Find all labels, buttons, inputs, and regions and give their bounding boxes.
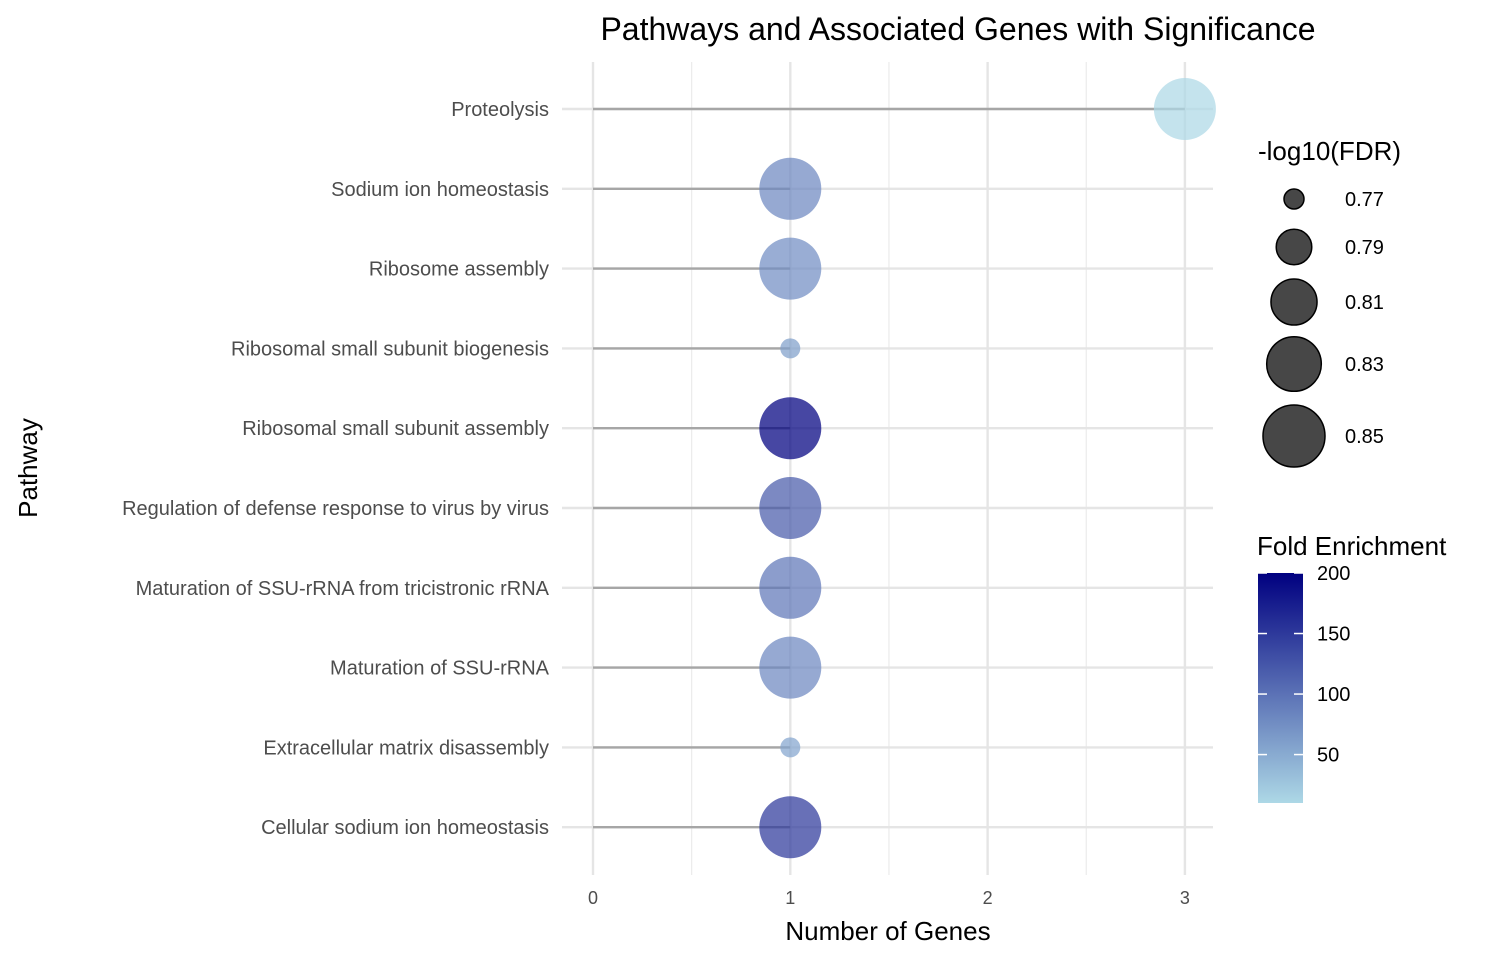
y-tick-label: Ribosomal small subunit biogenesis [231,338,549,360]
x-tick-labels: 0 1 2 3 [588,888,1190,908]
data-point [759,556,822,619]
chart-title: Pathways and Associated Genes with Signi… [600,11,1315,47]
y-tick-label: Maturation of SSU-rRNA from tricistronic… [136,578,550,600]
color-legend: Fold Enrichment 200 150 100 50 [1257,531,1447,803]
y-tick-label: Regulation of defense response to virus … [122,498,549,520]
data-points [759,78,1216,859]
color-legend-title: Fold Enrichment [1257,531,1447,561]
grid [562,62,1213,875]
size-legend-key [1262,404,1326,468]
size-legend-label: 0.83 [1345,354,1384,376]
y-tick-label: Maturation of SSU-rRNA [330,658,550,680]
size-legend-label: 0.79 [1345,237,1384,259]
color-legend-ticks: 200 150 100 50 [1258,563,1350,767]
stems [593,107,1185,829]
y-tick-label: Extracellular matrix disassembly [263,737,549,759]
color-legend-label: 200 [1317,563,1350,585]
size-legend-key [1270,278,1318,326]
data-point [759,237,822,300]
data-point [780,338,801,359]
data-point [759,477,822,539]
data-point [1153,78,1216,140]
y-tick-label: Ribosomal small subunit assembly [242,418,549,440]
y-tick-labels: Proteolysis Sodium ion homeostasis Ribosom… [122,99,550,839]
x-axis-title: Number of Genes [785,916,990,946]
size-legend-label: 0.85 [1345,426,1384,448]
size-legend-title: -log10(FDR) [1258,136,1401,166]
data-point [759,636,822,699]
x-tick-label: 3 [1180,888,1190,908]
x-tick-label: 1 [785,888,795,908]
data-point [759,397,822,460]
y-tick-label: Proteolysis [451,99,549,121]
x-tick-label: 2 [983,888,993,908]
y-axis-title: Pathway [13,418,43,518]
color-legend-label: 150 [1317,624,1350,646]
x-tick-label: 0 [588,888,598,908]
data-point [759,796,822,859]
size-legend-key [1283,188,1305,210]
y-tick-label: Sodium ion homeostasis [331,179,549,201]
color-bar [1258,573,1303,803]
data-point [780,737,801,758]
size-legend-label: 0.77 [1345,189,1384,211]
size-legend: -log10(FDR) 0.77 0.79 0.81 0.83 0.85 [1258,136,1401,468]
color-legend-label: 100 [1317,684,1350,706]
size-legend-items: 0.77 0.79 0.81 0.83 0.85 [1262,188,1384,468]
size-legend-key [1275,228,1313,266]
size-legend-key [1265,335,1323,393]
y-tick-label: Ribosome assembly [369,259,549,281]
y-tick-label: Cellular sodium ion homeostasis [261,817,549,839]
color-legend-label: 50 [1317,745,1339,767]
data-point [759,157,822,220]
size-legend-label: 0.81 [1345,292,1384,314]
